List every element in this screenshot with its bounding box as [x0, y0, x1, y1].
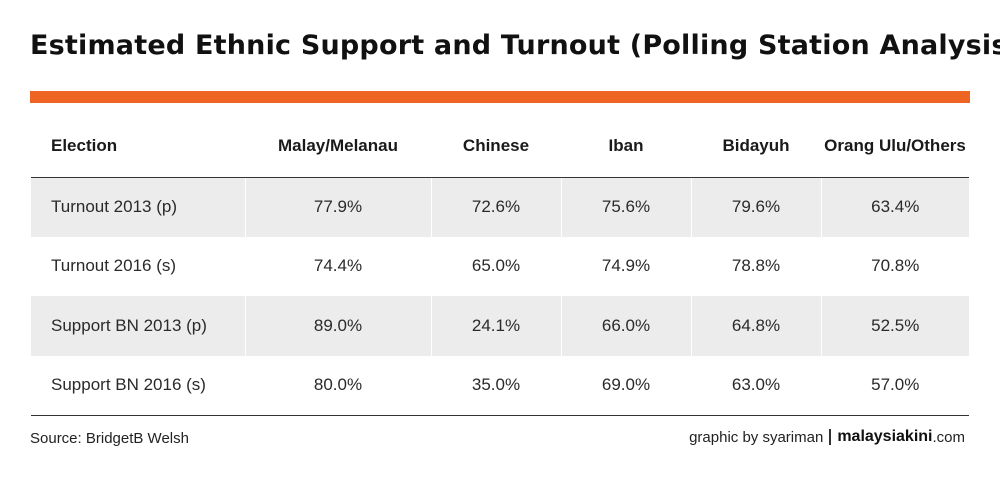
table-cell: 74.9%	[561, 236, 692, 296]
row-label: Support BN 2016 (s)	[31, 355, 246, 416]
column-header-bidayuh: Bidayuh	[691, 115, 821, 178]
header-row: Election Malay/Melanau Chinese Iban Bida…	[31, 115, 969, 178]
page-title: Estimated Ethnic Support and Turnout (Po…	[30, 30, 1000, 61]
table-cell: 57.0%	[821, 355, 969, 416]
graphic-credit: graphic by syariman	[689, 428, 824, 446]
table-cell: 69.0%	[561, 355, 692, 416]
table-cell: 75.6%	[561, 177, 692, 237]
table-cell: 70.8%	[871, 256, 920, 276]
table-cell: 74.4%	[245, 236, 432, 296]
table-cell: 24.1%	[431, 296, 562, 356]
column-header-malay-melanau: Malay/Melanau	[245, 115, 431, 178]
column-header-iban: Iban	[561, 115, 691, 178]
data-table: Election Malay/Melanau Chinese Iban Bida…	[31, 115, 969, 416]
table-cell: 77.9%	[245, 177, 432, 237]
credit-divider	[829, 429, 832, 445]
table-row: Support BN 2016 (s) 80.0% 35.0% 69.0% 63…	[31, 355, 969, 416]
table-cell: 72.6%	[431, 177, 562, 237]
accent-bar	[30, 91, 970, 103]
table-row: Turnout 2016 (s) 74.4% 65.0% 74.9% 78.8%…	[31, 236, 969, 296]
table-cell: 80.0%	[245, 355, 432, 416]
row-label: Turnout 2016 (s)	[31, 236, 246, 296]
table-cell: 89.0%	[245, 296, 432, 356]
brand-domain: .com	[932, 428, 965, 446]
table-row: Turnout 2013 (p) 77.9% 72.6% 75.6% 79.6%…	[31, 177, 969, 237]
row-label: Turnout 2013 (p)	[31, 177, 246, 237]
column-header-election: Election	[31, 115, 245, 178]
table-cell: 78.8%	[691, 236, 822, 296]
table-cell: 65.0%	[431, 236, 562, 296]
table-cell: 66.0%	[561, 296, 692, 356]
table-cell: 35.0%	[431, 355, 562, 416]
table-cell: 52.5%	[821, 296, 969, 356]
table-cell: 64.8%	[691, 296, 822, 356]
table-cell: 63.0%	[691, 355, 822, 416]
column-header-orang-ulu-others: Orang Ulu/Others	[821, 115, 969, 178]
table-row: Support BN 2013 (p) 89.0% 24.1% 66.0% 64…	[31, 296, 969, 356]
table-cell: 63.4%	[821, 177, 969, 237]
source-note: Source: BridgetB Welsh	[30, 430, 189, 447]
credit-line: graphic by syariman malaysiakini .com	[689, 428, 965, 446]
brand-logo: malaysiakini	[837, 428, 933, 445]
column-header-chinese: Chinese	[431, 115, 561, 178]
row-label: Support BN 2013 (p)	[31, 296, 246, 356]
table-cell: 79.6%	[691, 177, 822, 237]
